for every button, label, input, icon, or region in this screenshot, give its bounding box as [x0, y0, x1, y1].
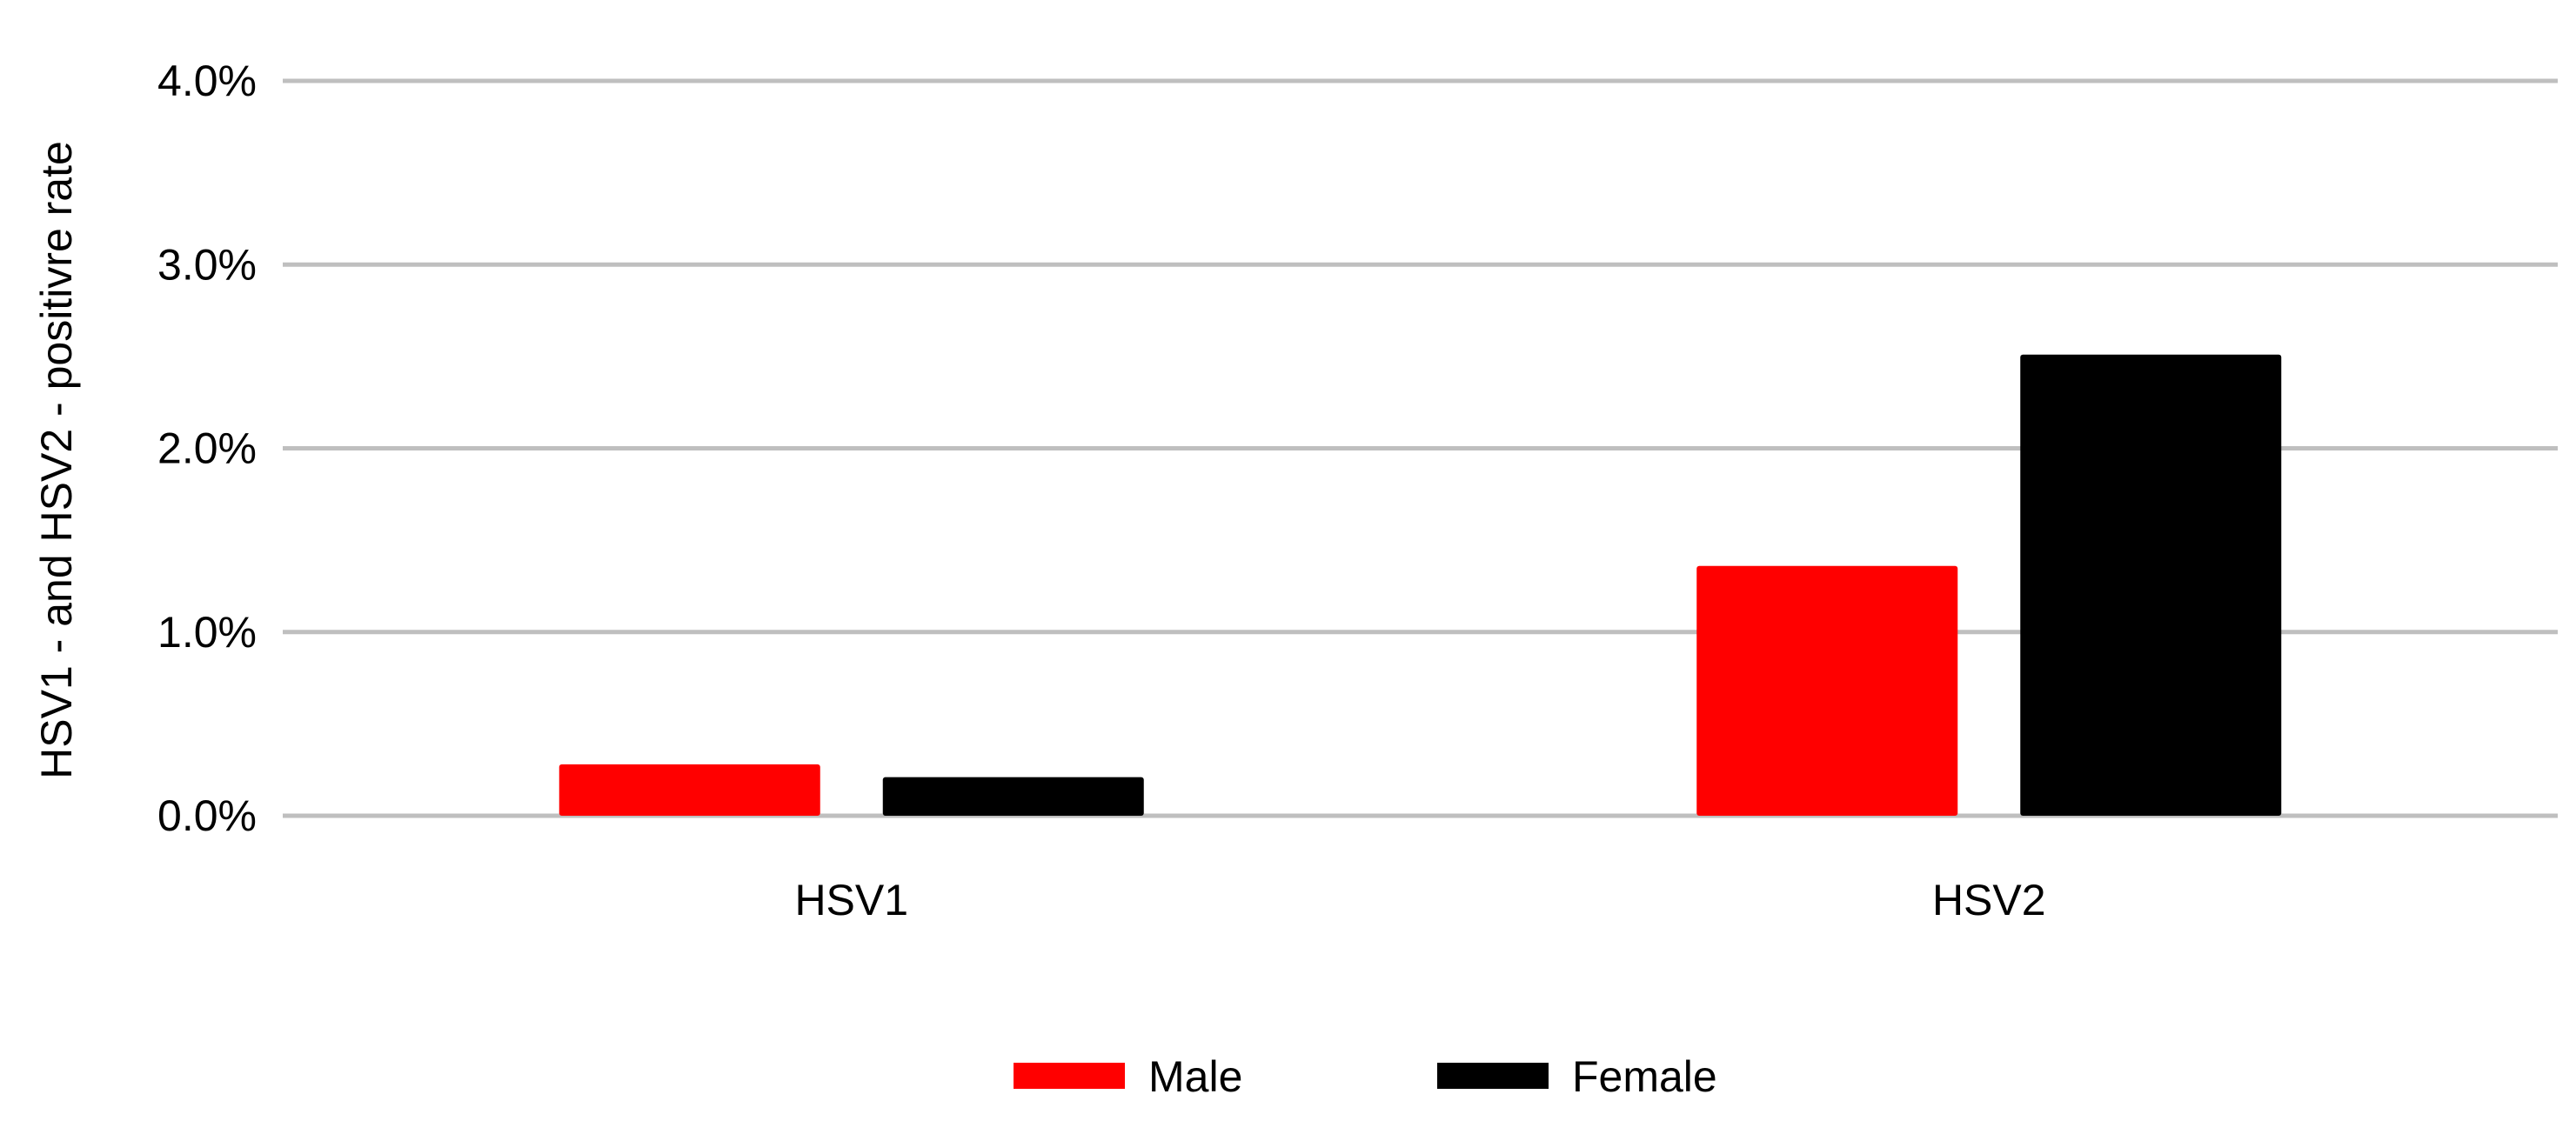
y-tick-labels: 0.0% 1.0% 2.0% 3.0% 4.0%: [157, 57, 257, 840]
y-axis-label: HSV1 - and HSV2 - positivre rate: [32, 141, 81, 779]
x-tick-label: HSV2: [1932, 876, 2046, 924]
bars: [559, 354, 2282, 816]
legend-swatch-male: [1014, 1063, 1125, 1089]
y-tick-label: 3.0%: [157, 240, 257, 289]
bar-female-hsv1: [882, 777, 1144, 816]
y-tick-label: 0.0%: [157, 791, 257, 840]
legend-label-male: Male: [1148, 1052, 1242, 1101]
legend-label-female: Female: [1572, 1052, 1717, 1101]
y-tick-label: 2.0%: [157, 424, 257, 473]
bar-male-hsv1: [559, 764, 820, 816]
x-tick-labels: HSV1 HSV2: [794, 876, 2045, 924]
legend: Male Female: [1014, 1052, 1717, 1101]
y-tick-label: 1.0%: [157, 608, 257, 657]
bar-female-hsv2: [2020, 354, 2282, 816]
bar-male-hsv2: [1696, 565, 1958, 816]
legend-swatch-female: [1437, 1063, 1549, 1089]
x-tick-label: HSV1: [794, 876, 908, 924]
y-tick-label: 4.0%: [157, 57, 257, 105]
